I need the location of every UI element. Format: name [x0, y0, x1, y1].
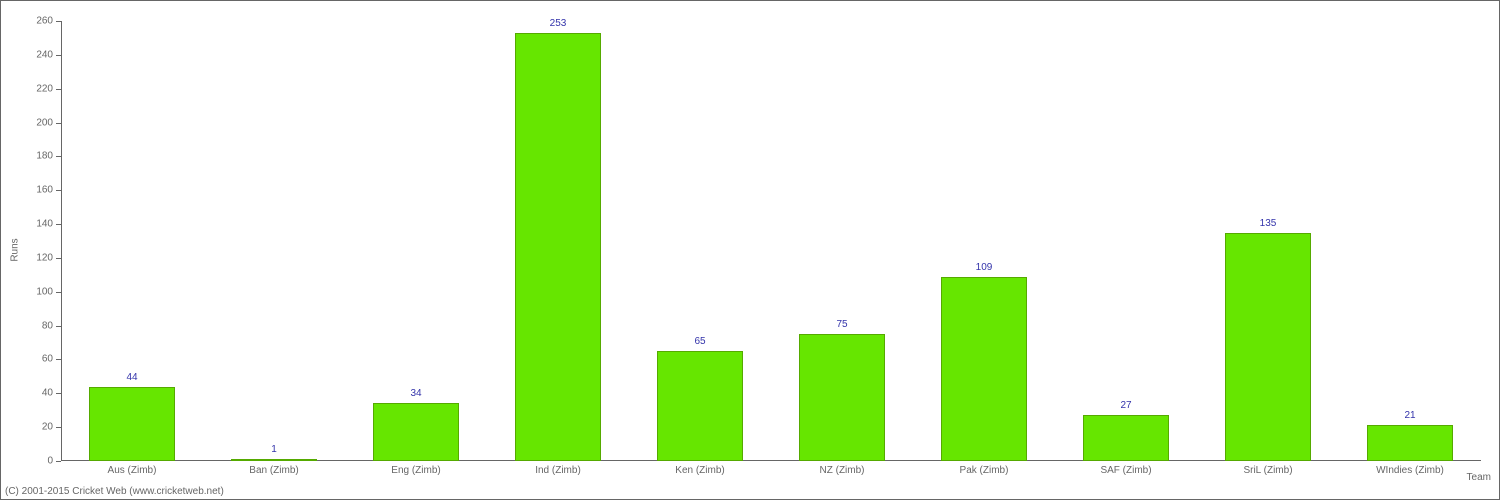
y-tick-label: 60: [42, 354, 61, 365]
plot-area: 02040608010012014016018020022024026044Au…: [61, 21, 1481, 461]
bar-slot: 1Ban (Zimb): [203, 21, 345, 461]
y-axis-title: Runs: [10, 238, 21, 261]
y-tick-label: 160: [36, 185, 61, 196]
x-tick-label: SAF (Zimb): [1100, 465, 1151, 476]
footer-credit: (C) 2001-2015 Cricket Web (www.cricketwe…: [5, 486, 224, 497]
y-tick-label: 260: [36, 16, 61, 27]
bar: [515, 33, 600, 461]
bar-value-label: 34: [410, 388, 421, 399]
y-tick-label: 120: [36, 252, 61, 263]
x-tick-label: Eng (Zimb): [391, 465, 440, 476]
bar: [89, 387, 174, 461]
bar-value-label: 253: [550, 18, 567, 29]
bar-value-label: 1: [271, 444, 277, 455]
bar-value-label: 135: [1260, 218, 1277, 229]
y-tick-label: 140: [36, 219, 61, 230]
bar-slot: 65Ken (Zimb): [629, 21, 771, 461]
y-tick-label: 220: [36, 83, 61, 94]
y-tick-label: 240: [36, 49, 61, 60]
bar-slot: 135SriL (Zimb): [1197, 21, 1339, 461]
x-tick-label: NZ (Zimb): [820, 465, 865, 476]
bar: [799, 334, 884, 461]
x-tick-label: Ind (Zimb): [535, 465, 581, 476]
bar: [373, 403, 458, 461]
y-tick-label: 40: [42, 388, 61, 399]
x-axis-title: Team: [1467, 472, 1491, 483]
bar: [657, 351, 742, 461]
bar-slot: 109Pak (Zimb): [913, 21, 1055, 461]
y-tick-label: 100: [36, 286, 61, 297]
bar: [231, 459, 316, 461]
bar-value-label: 65: [694, 336, 705, 347]
bar-value-label: 21: [1404, 410, 1415, 421]
bar: [1225, 233, 1310, 461]
y-tick-label: 200: [36, 117, 61, 128]
bar-value-label: 75: [836, 319, 847, 330]
bar-slot: 253Ind (Zimb): [487, 21, 629, 461]
x-tick-label: SriL (Zimb): [1243, 465, 1292, 476]
bar-value-label: 109: [976, 262, 993, 273]
x-tick-label: Ban (Zimb): [249, 465, 298, 476]
bar-value-label: 44: [126, 372, 137, 383]
y-tick-label: 20: [42, 422, 61, 433]
bar-slot: 27SAF (Zimb): [1055, 21, 1197, 461]
bar: [941, 277, 1026, 461]
bar: [1083, 415, 1168, 461]
bar: [1367, 425, 1452, 461]
bar-slot: 21WIndies (Zimb): [1339, 21, 1481, 461]
y-tick-label: 80: [42, 320, 61, 331]
bar-slot: 34Eng (Zimb): [345, 21, 487, 461]
chart-frame: Runs 02040608010012014016018020022024026…: [0, 0, 1500, 500]
bar-value-label: 27: [1120, 400, 1131, 411]
bar-slot: 75NZ (Zimb): [771, 21, 913, 461]
y-tick-label: 180: [36, 151, 61, 162]
x-tick-label: Ken (Zimb): [675, 465, 724, 476]
bar-slot: 44Aus (Zimb): [61, 21, 203, 461]
x-tick-label: WIndies (Zimb): [1376, 465, 1444, 476]
y-tick-label: 0: [47, 456, 61, 467]
x-tick-label: Pak (Zimb): [960, 465, 1009, 476]
x-tick-label: Aus (Zimb): [108, 465, 157, 476]
